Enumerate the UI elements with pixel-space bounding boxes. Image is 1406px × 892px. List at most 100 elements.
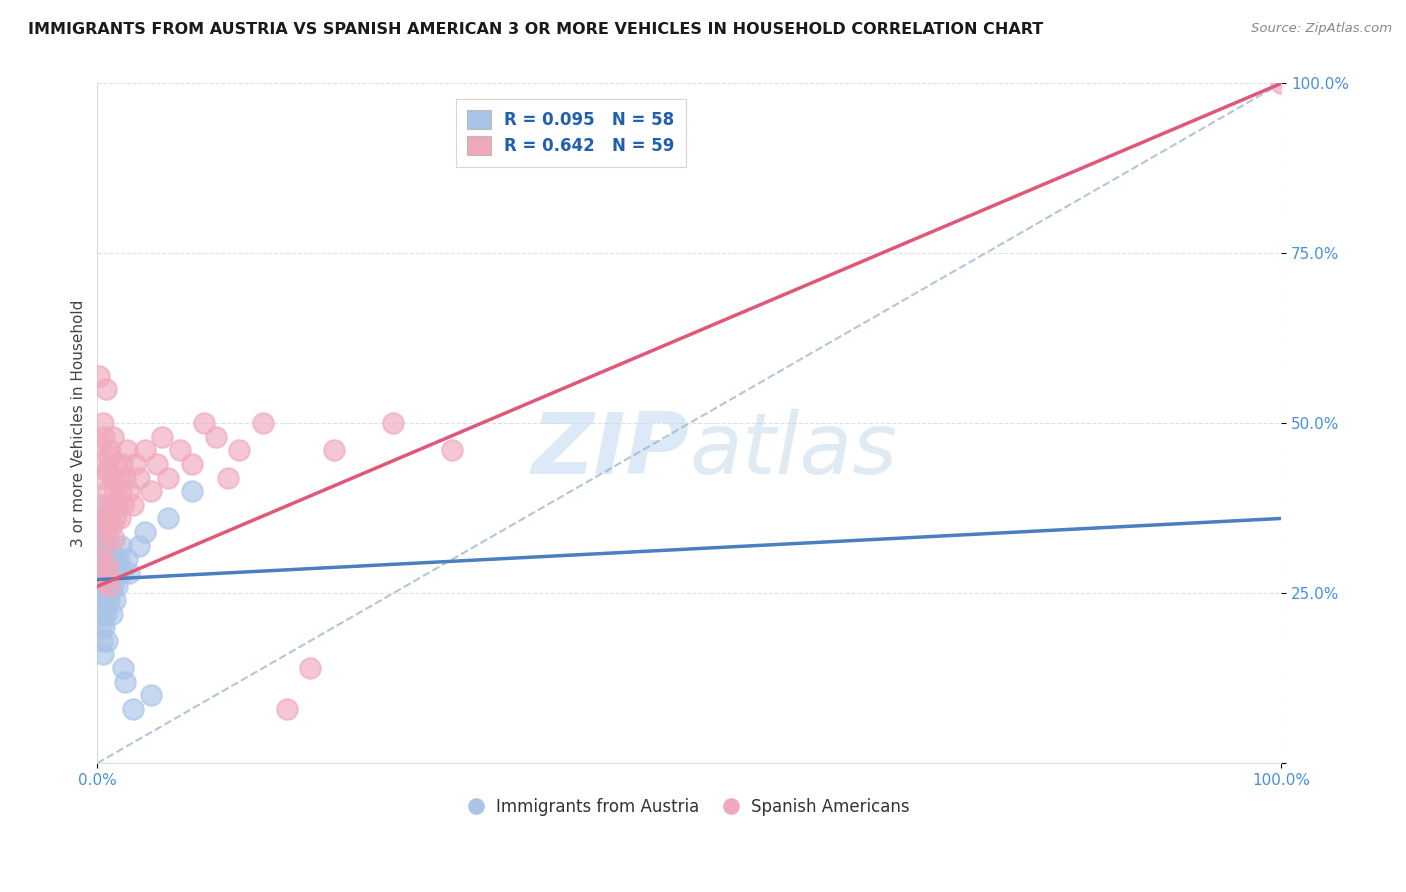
Point: [228, 443, 250, 458]
Point: [111, 457, 134, 471]
Point: [91, 648, 114, 662]
Point: [96, 524, 118, 539]
Point: [87, 552, 110, 566]
Point: [100, 566, 122, 580]
Point: [114, 470, 136, 484]
Point: [204, 430, 226, 444]
Point: [128, 470, 150, 484]
Point: [103, 566, 125, 580]
Point: [115, 443, 138, 458]
Point: [89, 607, 111, 621]
Point: [110, 484, 132, 499]
Point: [114, 674, 136, 689]
Point: [97, 552, 120, 566]
Point: [89, 518, 111, 533]
Point: [100, 579, 122, 593]
Point: [98, 593, 121, 607]
Point: [96, 633, 118, 648]
Point: [101, 430, 124, 444]
Point: [217, 470, 239, 484]
Point: [124, 457, 146, 471]
Point: [87, 518, 110, 533]
Text: ZIP: ZIP: [531, 409, 689, 492]
Point: [90, 552, 112, 566]
Point: [157, 511, 180, 525]
Point: [121, 702, 143, 716]
Point: [93, 539, 115, 553]
Point: [91, 539, 114, 553]
Point: [93, 593, 115, 607]
Point: [97, 559, 120, 574]
Point: [90, 470, 112, 484]
Point: [91, 593, 114, 607]
Point: [98, 579, 121, 593]
Point: [107, 552, 129, 566]
Point: [382, 417, 405, 431]
Point: [101, 470, 124, 484]
Point: [107, 579, 129, 593]
Point: [145, 457, 167, 471]
Point: [101, 552, 124, 566]
Point: [100, 443, 122, 458]
Point: [98, 539, 121, 553]
Point: [108, 511, 131, 525]
Point: [90, 579, 112, 593]
Point: [157, 470, 180, 484]
Point: [89, 436, 111, 450]
Point: [93, 620, 115, 634]
Point: [276, 702, 298, 716]
Point: [90, 552, 112, 566]
Point: [90, 524, 112, 539]
Point: [93, 430, 115, 444]
Point: [91, 579, 114, 593]
Point: [96, 464, 118, 478]
Text: Source: ZipAtlas.com: Source: ZipAtlas.com: [1251, 22, 1392, 36]
Point: [112, 498, 135, 512]
Point: [96, 593, 118, 607]
Point: [94, 539, 117, 553]
Legend: Immigrants from Austria, Spanish Americans: Immigrants from Austria, Spanish America…: [463, 791, 915, 822]
Point: [104, 593, 127, 607]
Point: [193, 417, 215, 431]
Point: [1270, 77, 1292, 91]
Point: [91, 552, 114, 566]
Point: [169, 443, 191, 458]
Point: [98, 450, 121, 465]
Point: [110, 539, 132, 553]
Point: [101, 579, 124, 593]
Point: [100, 552, 122, 566]
Point: [90, 620, 112, 634]
Point: [91, 573, 114, 587]
Point: [118, 566, 141, 580]
Point: [134, 524, 156, 539]
Point: [111, 566, 134, 580]
Point: [94, 607, 117, 621]
Point: [94, 566, 117, 580]
Point: [90, 511, 112, 525]
Point: [139, 688, 162, 702]
Point: [87, 368, 110, 383]
Point: [89, 498, 111, 512]
Point: [105, 566, 128, 580]
Point: [103, 532, 125, 546]
Point: [441, 443, 464, 458]
Point: [91, 457, 114, 471]
Point: [100, 607, 122, 621]
Point: [94, 382, 117, 396]
Point: [115, 552, 138, 566]
Point: [97, 484, 120, 499]
Point: [91, 511, 114, 525]
Point: [107, 498, 129, 512]
Point: [94, 579, 117, 593]
Point: [97, 579, 120, 593]
Point: [181, 457, 204, 471]
Point: [252, 417, 274, 431]
Point: [105, 457, 128, 471]
Point: [100, 498, 122, 512]
Point: [104, 511, 127, 525]
Point: [91, 498, 114, 512]
Point: [91, 566, 114, 580]
Point: [104, 484, 127, 499]
Point: [100, 518, 122, 533]
Point: [91, 417, 114, 431]
